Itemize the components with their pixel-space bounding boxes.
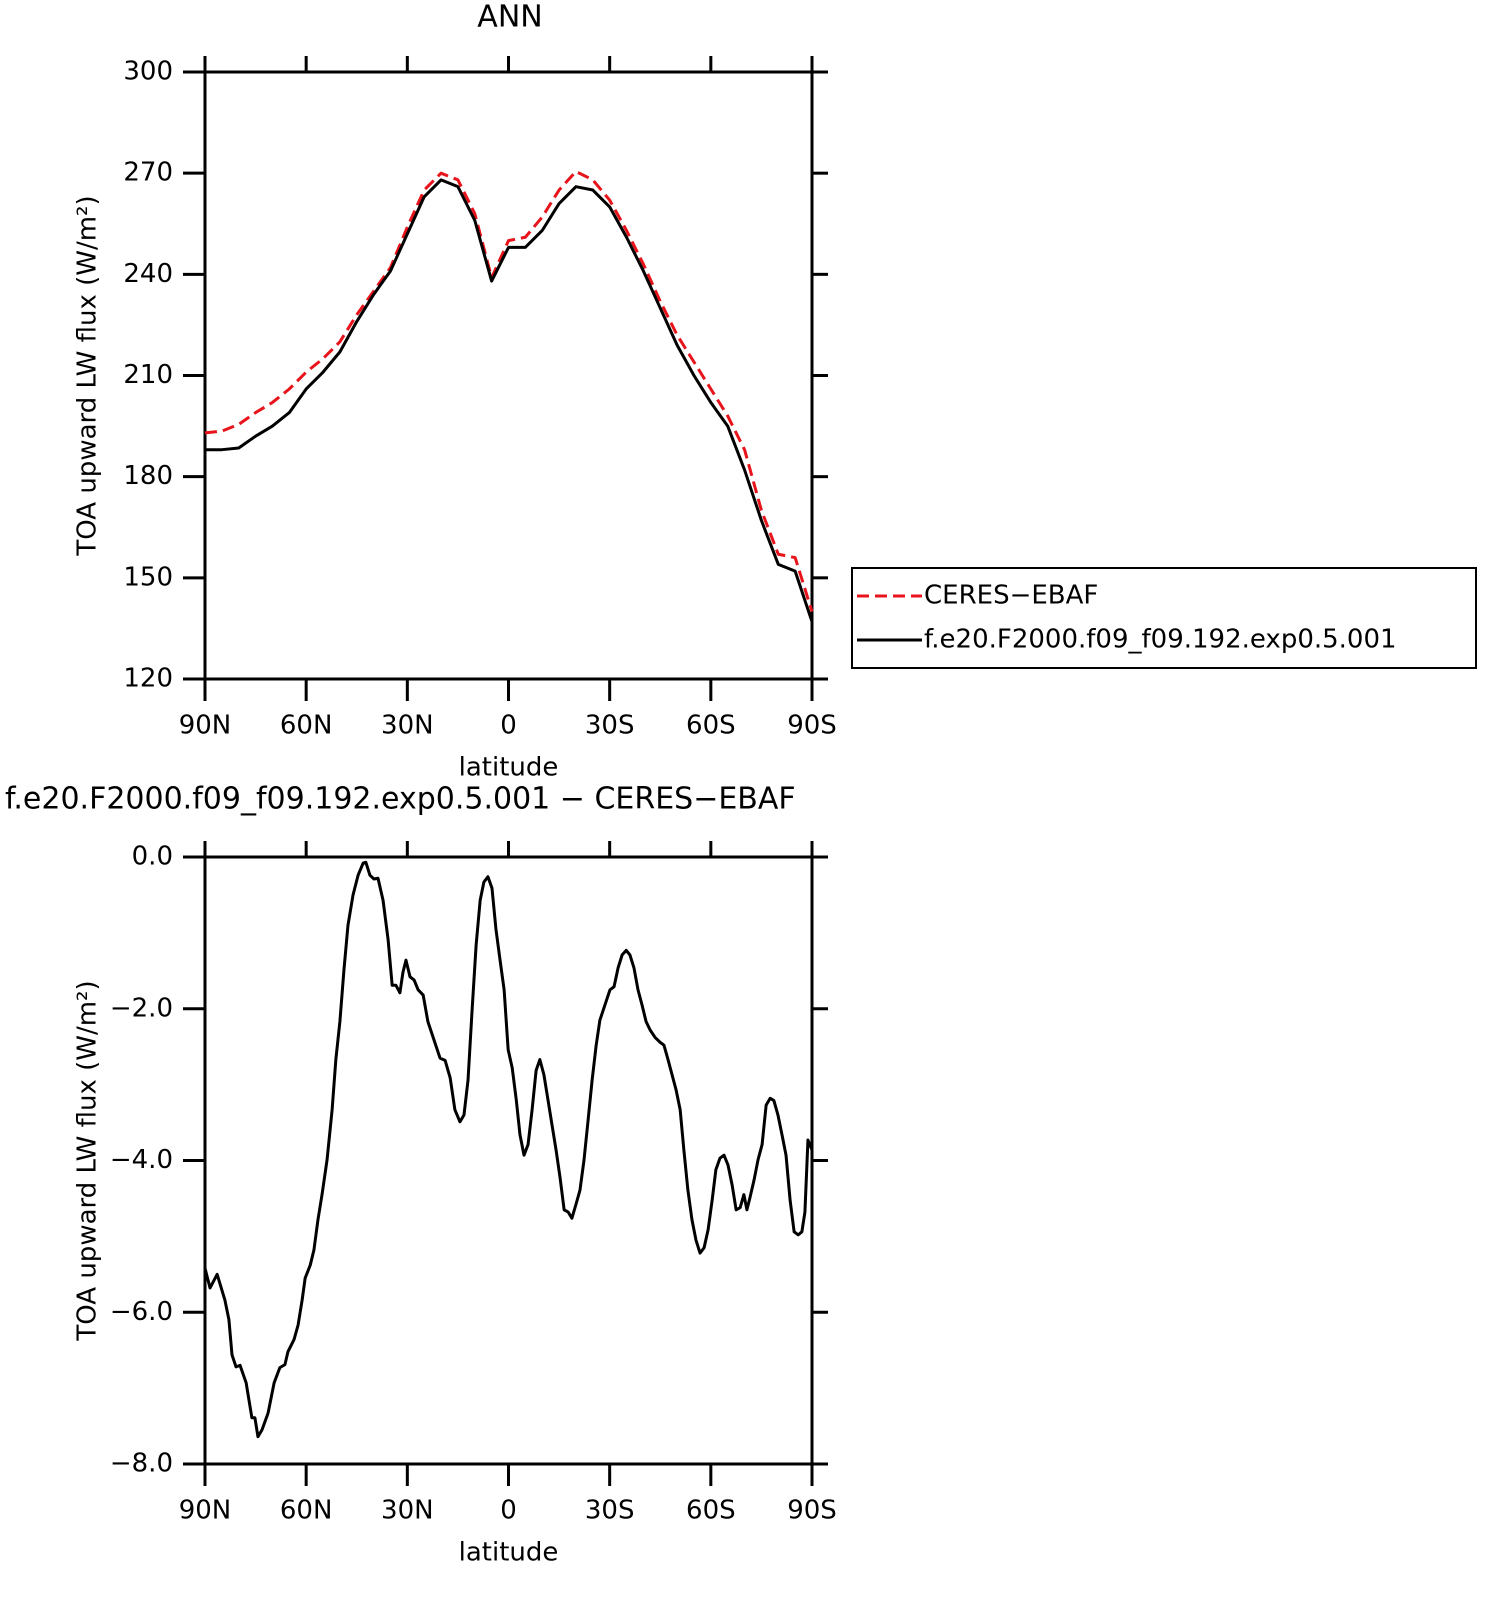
y-tick-label: 0.0 bbox=[132, 842, 173, 872]
y-tick-label: −8.0 bbox=[110, 1449, 173, 1479]
x-tick-label: 60S bbox=[686, 711, 736, 741]
y-axis-label: TOA upward LW flux (W/m²) bbox=[73, 195, 103, 556]
x-tick-label: 30S bbox=[585, 1496, 635, 1526]
y-tick-label: 270 bbox=[123, 158, 173, 188]
x-tick-label: 0 bbox=[500, 1496, 517, 1526]
y-tick-label: 210 bbox=[123, 360, 173, 390]
y-tick-label: 300 bbox=[123, 57, 173, 87]
plot-frame bbox=[203, 70, 814, 681]
y-tick-label: 240 bbox=[123, 259, 173, 289]
x-tick-label: 90N bbox=[179, 711, 232, 741]
x-tick-label: 90N bbox=[179, 1496, 232, 1526]
x-tick-label: 60N bbox=[280, 1496, 333, 1526]
data-line bbox=[205, 178, 814, 623]
y-axis-label: TOA upward LW flux (W/m²) bbox=[73, 980, 103, 1341]
x-tick-label: 60N bbox=[280, 711, 333, 741]
y-tick-label: −4.0 bbox=[110, 1145, 173, 1175]
x-axis-label: latitude bbox=[459, 753, 559, 783]
data-line bbox=[204, 169, 814, 613]
x-tick-label: 60S bbox=[686, 1496, 736, 1526]
y-tick-label: 120 bbox=[123, 664, 173, 694]
y-tick-label: 150 bbox=[123, 562, 173, 592]
data-line bbox=[203, 860, 814, 1439]
legend-label: CERES−EBAF bbox=[924, 581, 1098, 611]
y-tick-label: 180 bbox=[123, 461, 173, 491]
x-tick-label: 30N bbox=[381, 1496, 434, 1526]
y-tick-label: −6.0 bbox=[110, 1297, 173, 1327]
chart-title: f.e20.F2000.f09_f09.192.exp0.5.001 − CER… bbox=[5, 782, 796, 817]
plot-frame bbox=[203, 855, 814, 1466]
x-tick-label: 0 bbox=[500, 711, 517, 741]
chart-title: ANN bbox=[477, 0, 542, 35]
legend-label: f.e20.F2000.f09_f09.192.exp0.5.001 bbox=[924, 625, 1397, 655]
x-tick-label: 90S bbox=[787, 1496, 837, 1526]
legend-box bbox=[851, 567, 1477, 669]
x-tick-label: 30S bbox=[585, 711, 635, 741]
x-axis-label: latitude bbox=[459, 1538, 559, 1568]
y-tick-label: −2.0 bbox=[110, 993, 173, 1023]
x-tick-label: 30N bbox=[381, 711, 434, 741]
x-tick-label: 90S bbox=[787, 711, 837, 741]
